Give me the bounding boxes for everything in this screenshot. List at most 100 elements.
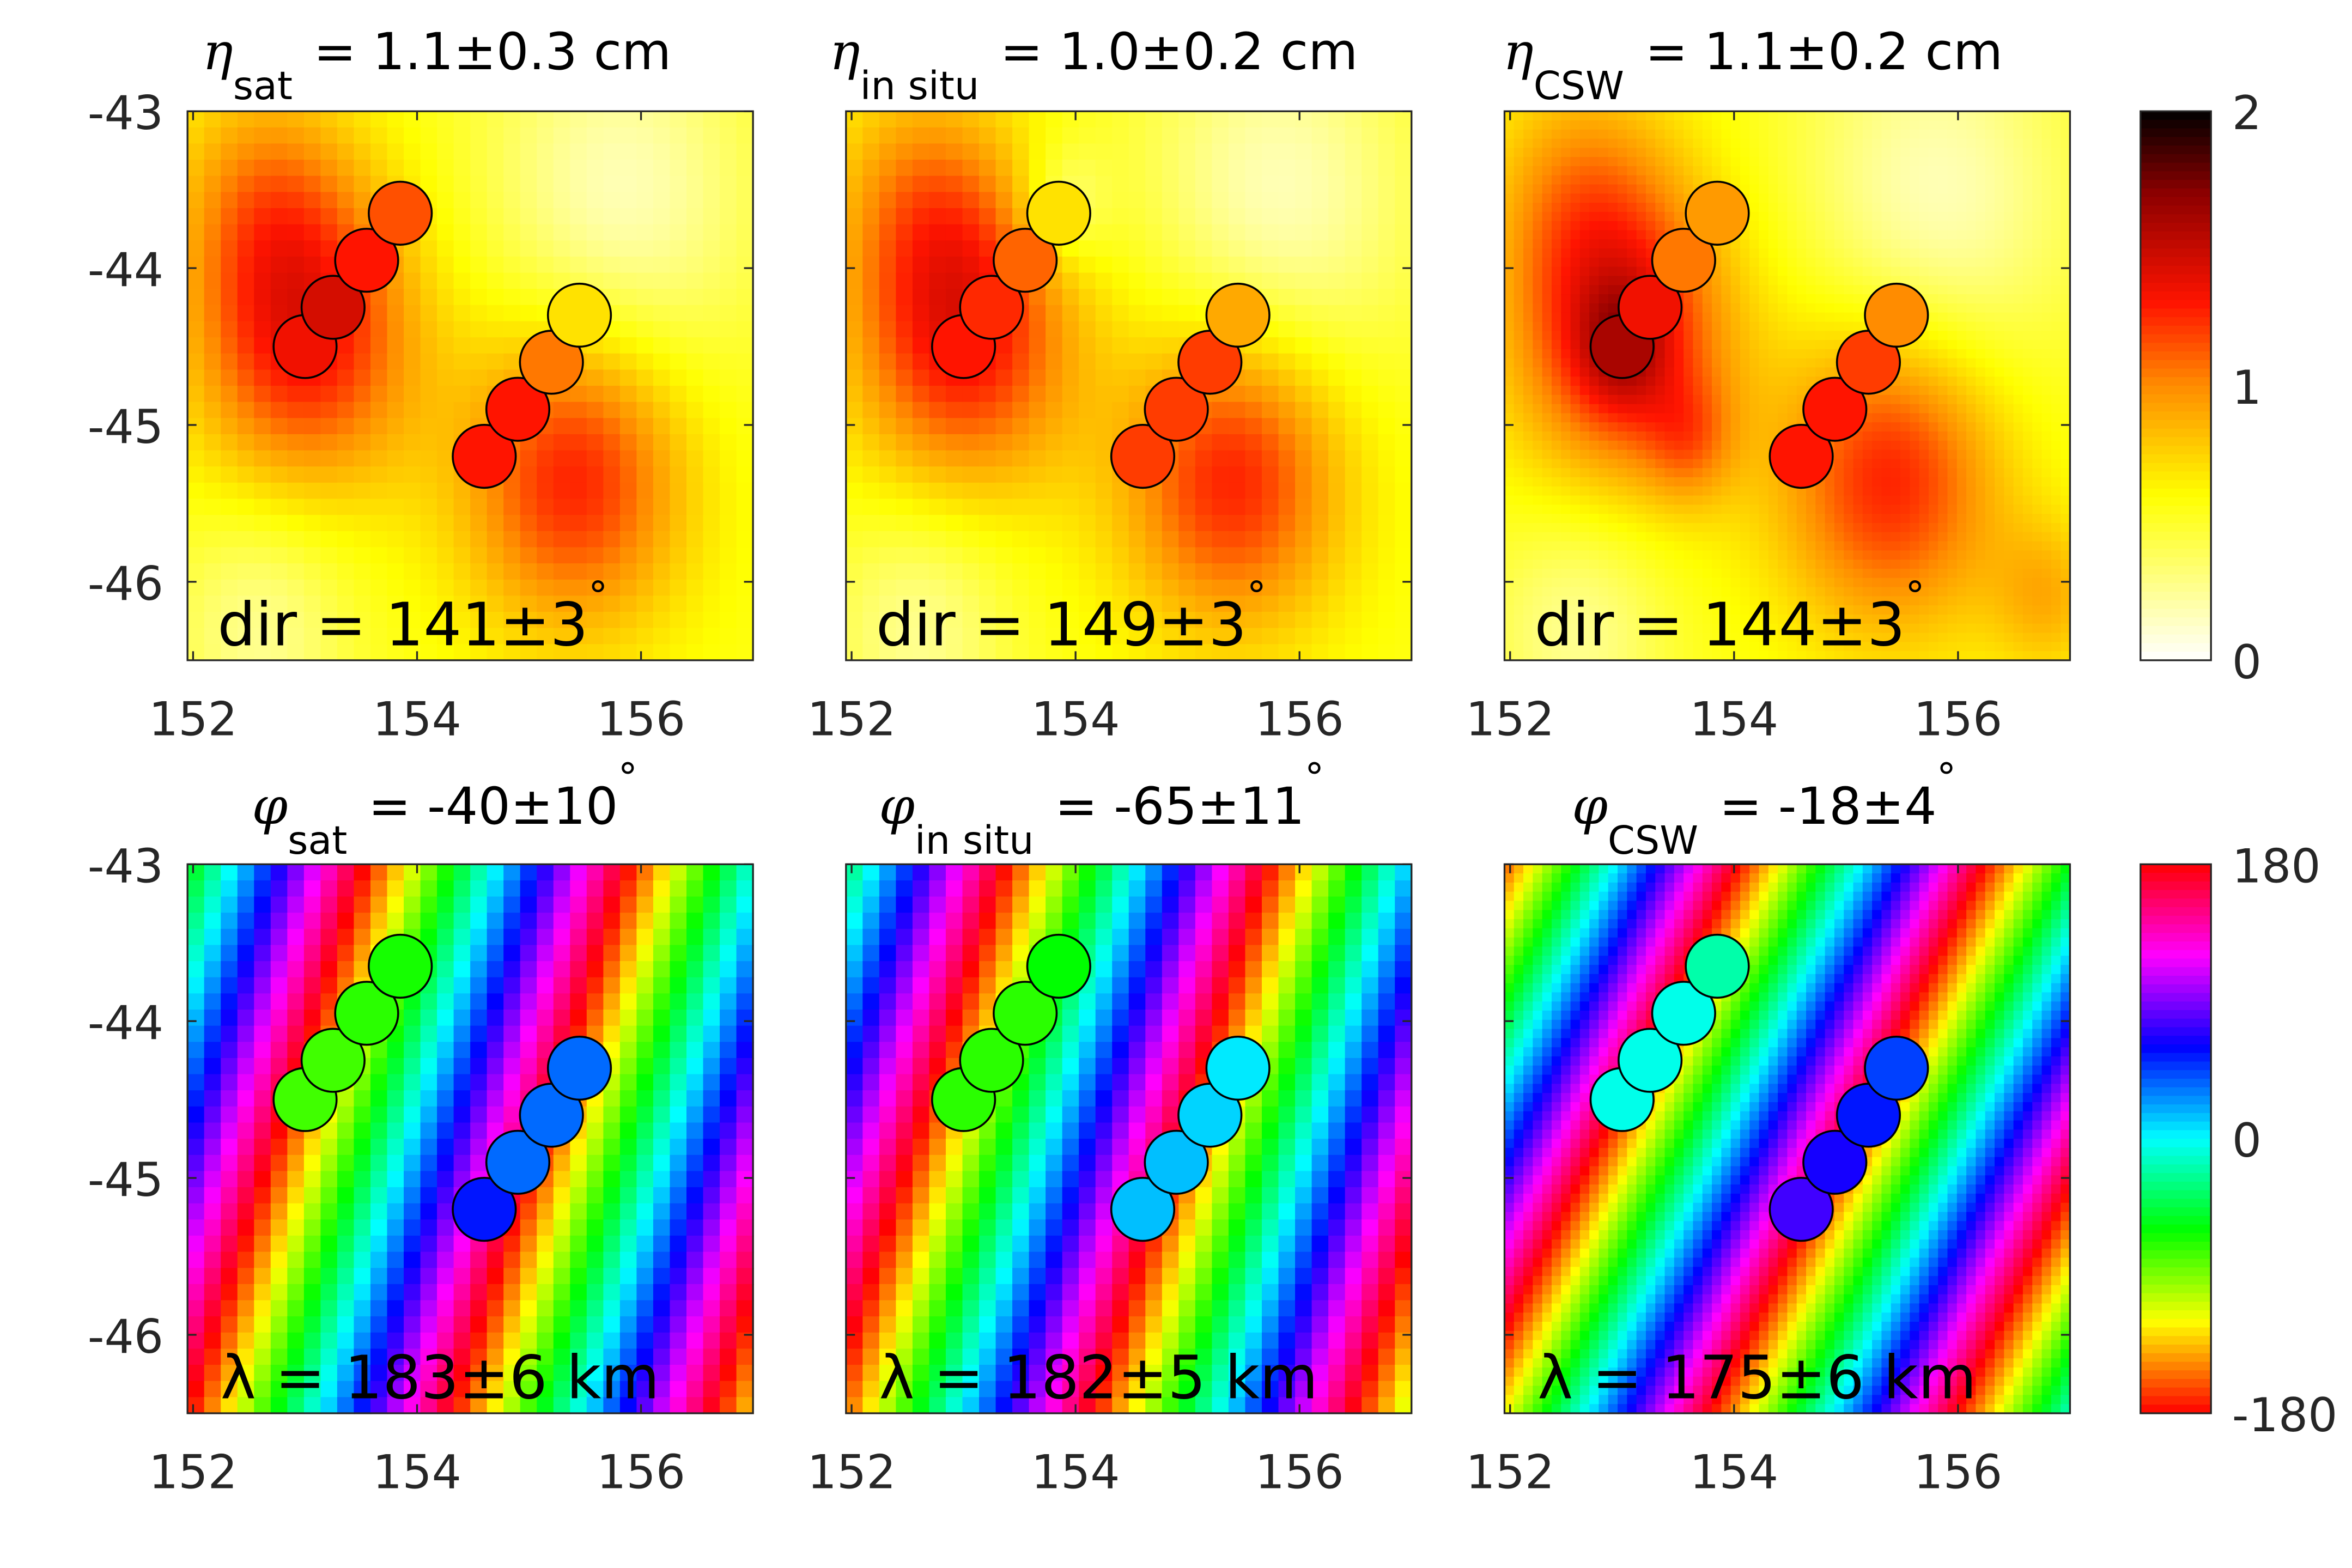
heatmap-cell [1787, 505, 1798, 515]
heatmap-cell [1599, 394, 1609, 405]
heatmap-cell [387, 611, 405, 629]
heatmap-cell [1062, 337, 1080, 355]
heatmap-cell [254, 353, 272, 371]
heatmap-cell [703, 289, 721, 306]
heatmap-cell [520, 515, 538, 532]
heatmap-cell [586, 499, 605, 516]
heatmap-cell [1311, 240, 1329, 258]
heatmap-cell [1504, 459, 1515, 469]
heatmap-cell [1570, 349, 1581, 360]
heatmap-cell [1561, 376, 1572, 387]
heatmap-cell [1533, 303, 1543, 314]
heatmap-cell [1806, 312, 1816, 323]
heatmap-cell [1345, 224, 1363, 241]
heatmap-cell [1900, 349, 1911, 360]
title-value: = 1.0±0.2 cm [1000, 22, 1358, 82]
heatmap-cell [187, 337, 205, 355]
heatmap-cell [1664, 486, 1675, 497]
heatmap-cell [1844, 166, 1855, 177]
heatmap-cell [1561, 211, 1572, 222]
heatmap-cell [1702, 431, 1713, 442]
heatmap-cell [1806, 285, 1816, 295]
heatmap-cell [1768, 376, 1779, 387]
heatmap-cell [1721, 376, 1732, 387]
heatmap-cell [1514, 312, 1524, 323]
heatmap-cell [1504, 440, 1515, 451]
heatmap-cell [1395, 256, 1413, 274]
heatmap-cell [1579, 578, 1590, 588]
heatmap-cell [1796, 312, 1807, 323]
heatmap-cell [636, 515, 654, 532]
heatmap-cell [1608, 431, 1619, 442]
heatmap-cell [1228, 386, 1247, 403]
heatmap-cell [387, 127, 405, 145]
heatmap-cell [1570, 321, 1581, 332]
heatmap-cell [1702, 477, 1713, 488]
heatmap-cell [1514, 541, 1524, 551]
heatmap-cell [537, 224, 555, 241]
heatmap-cell [1311, 353, 1329, 371]
heatmap-cell [1079, 289, 1097, 306]
heatmap-cell [636, 224, 654, 241]
heatmap-cell [995, 402, 1013, 419]
heatmap-cell [437, 272, 455, 290]
heatmap-cell [1749, 568, 1760, 579]
heatmap-cell [1627, 184, 1638, 195]
heatmap-cell [1636, 120, 1647, 131]
heatmap-cell [1278, 499, 1296, 516]
heatmap-cell [686, 595, 704, 613]
heatmap-cell [237, 644, 255, 661]
heatmap-cell [1245, 450, 1263, 467]
heatmap-cell [1910, 276, 1921, 286]
heatmap-cell [1900, 157, 1911, 167]
heatmap-cell [1787, 120, 1798, 131]
heatmap-cell [1627, 239, 1638, 250]
heatmap-cell [1561, 340, 1572, 350]
heatmap-cell [670, 418, 688, 435]
heatmap-cell [187, 386, 205, 403]
heatmap-cell [1645, 532, 1656, 543]
heatmap-cell [537, 256, 555, 274]
heatmap-cell [1844, 522, 1855, 533]
heatmap-cell [420, 256, 438, 274]
heatmap-cell [1862, 248, 1873, 259]
heatmap-cell [603, 482, 621, 500]
heatmap-cell [1655, 138, 1666, 149]
heatmap-cell [1872, 560, 1883, 570]
heatmap-cell [1891, 111, 1901, 121]
heatmap-cell [1712, 294, 1722, 305]
heatmap-cell [1542, 340, 1553, 350]
heatmap-cell [503, 482, 521, 500]
heatmap-cell [1328, 305, 1346, 323]
heatmap-cell [736, 482, 754, 500]
heatmap-cell [1362, 644, 1379, 661]
heatmap-cell [1345, 434, 1363, 452]
heatmap-cell [1542, 266, 1553, 277]
heatmap-cell [1145, 240, 1163, 258]
heatmap-cell [287, 386, 305, 403]
heatmap-cell [1655, 459, 1666, 469]
heatmap-cell [1046, 515, 1063, 532]
heatmap-cell [237, 272, 255, 290]
heatmap-cell [1702, 568, 1713, 579]
heatmap-cell [862, 192, 880, 209]
heatmap-cell [453, 224, 471, 241]
heatmap-cell [1900, 221, 1911, 232]
heatmap-cell [1195, 256, 1213, 274]
heatmap-cell [1815, 266, 1826, 277]
heatmap-cell [862, 289, 880, 306]
heatmap-cell [437, 127, 455, 145]
heatmap-cell [720, 208, 738, 226]
heatmap-cell [520, 595, 538, 613]
heatmap-cell [1128, 192, 1146, 209]
heatmap-cell [1834, 578, 1845, 588]
heatmap-cell [1128, 321, 1146, 338]
heatmap-cell [570, 515, 588, 532]
heatmap-cell [979, 563, 997, 581]
heatmap-cell [1561, 560, 1572, 570]
heatmap-cell [1162, 515, 1180, 532]
heatmap-cell [254, 127, 272, 145]
heatmap-cell [270, 611, 288, 629]
heatmap-cell [270, 515, 288, 532]
heatmap-cell [1900, 211, 1911, 222]
